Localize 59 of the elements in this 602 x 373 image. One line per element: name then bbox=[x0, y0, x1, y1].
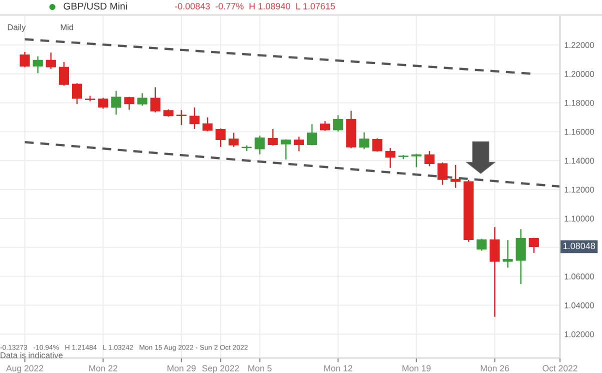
candlestick bbox=[216, 128, 226, 147]
x-tick-label: Oct 2022 bbox=[542, 365, 578, 372]
candlestick bbox=[124, 96, 134, 110]
y-tick-label: 1.04000 bbox=[564, 302, 594, 308]
x-tick-label: Aug 2022 bbox=[6, 365, 44, 373]
x-tick-label: Mon 26 bbox=[480, 365, 509, 372]
annotation: 1.08048 bbox=[563, 242, 596, 250]
candlestick bbox=[58, 62, 70, 86]
candlestick bbox=[202, 117, 213, 132]
annotation: Mid bbox=[60, 24, 74, 30]
x-tick-label: Mon 12 bbox=[324, 365, 352, 372]
candlestick bbox=[137, 93, 148, 106]
candlestick bbox=[20, 52, 30, 68]
y-tick-label: 1.14000 bbox=[564, 158, 594, 164]
x-tick-label: Sep 2022 bbox=[202, 365, 239, 373]
candlestick bbox=[359, 132, 370, 150]
candlestick bbox=[176, 110, 186, 126]
y-tick-label: 1.06000 bbox=[564, 273, 594, 280]
candlestick bbox=[333, 115, 344, 132]
candlestick bbox=[150, 87, 160, 112]
candlestick bbox=[46, 52, 56, 70]
x-tick-label: Mon 5 bbox=[248, 365, 272, 372]
candlestick bbox=[111, 90, 122, 115]
y-tick-label: 1.20000 bbox=[564, 71, 594, 77]
chart-subtitle: -0.00843 -0.77% H 1.08940 L 1.07615 bbox=[174, 3, 335, 10]
annotation: Daily bbox=[8, 24, 26, 32]
annotation: Data is indicative bbox=[0, 352, 63, 358]
y-tick-label: 1.16000 bbox=[564, 128, 594, 135]
x-tick-label: Mon 19 bbox=[402, 365, 431, 372]
candlestick bbox=[411, 154, 422, 168]
candlestick bbox=[516, 229, 526, 284]
candlestick bbox=[306, 124, 318, 146]
candlestick bbox=[437, 162, 448, 185]
candlestick bbox=[398, 155, 408, 160]
y-tick-label: 1.10000 bbox=[564, 216, 594, 222]
candlestick bbox=[502, 240, 513, 268]
candlestick bbox=[424, 151, 435, 166]
candlestick bbox=[490, 227, 500, 317]
candlestick bbox=[528, 238, 539, 253]
y-tick-label: 1.12000 bbox=[564, 186, 594, 193]
y-tick-label: 1.02000 bbox=[564, 331, 594, 338]
x-tick-label: Mon 22 bbox=[89, 365, 118, 372]
candlestick bbox=[450, 164, 461, 188]
candlestick bbox=[254, 136, 265, 154]
candlestick bbox=[476, 238, 487, 251]
candlestick bbox=[228, 132, 239, 147]
x-tick-label: Mon 29 bbox=[168, 365, 196, 372]
candlestick bbox=[294, 136, 304, 152]
y-tick-label: 1.22000 bbox=[564, 42, 594, 48]
candlestick bbox=[32, 56, 43, 74]
candlestick bbox=[268, 129, 278, 146]
candlestick bbox=[72, 83, 82, 104]
candlestick bbox=[189, 107, 200, 129]
candlestick bbox=[98, 98, 108, 109]
candlestick bbox=[372, 138, 382, 152]
candlestick bbox=[385, 148, 396, 168]
y-tick-label: 1.18000 bbox=[564, 100, 594, 106]
chart-title: GBP/USD Mini bbox=[64, 2, 127, 10]
candlestick bbox=[280, 139, 291, 160]
